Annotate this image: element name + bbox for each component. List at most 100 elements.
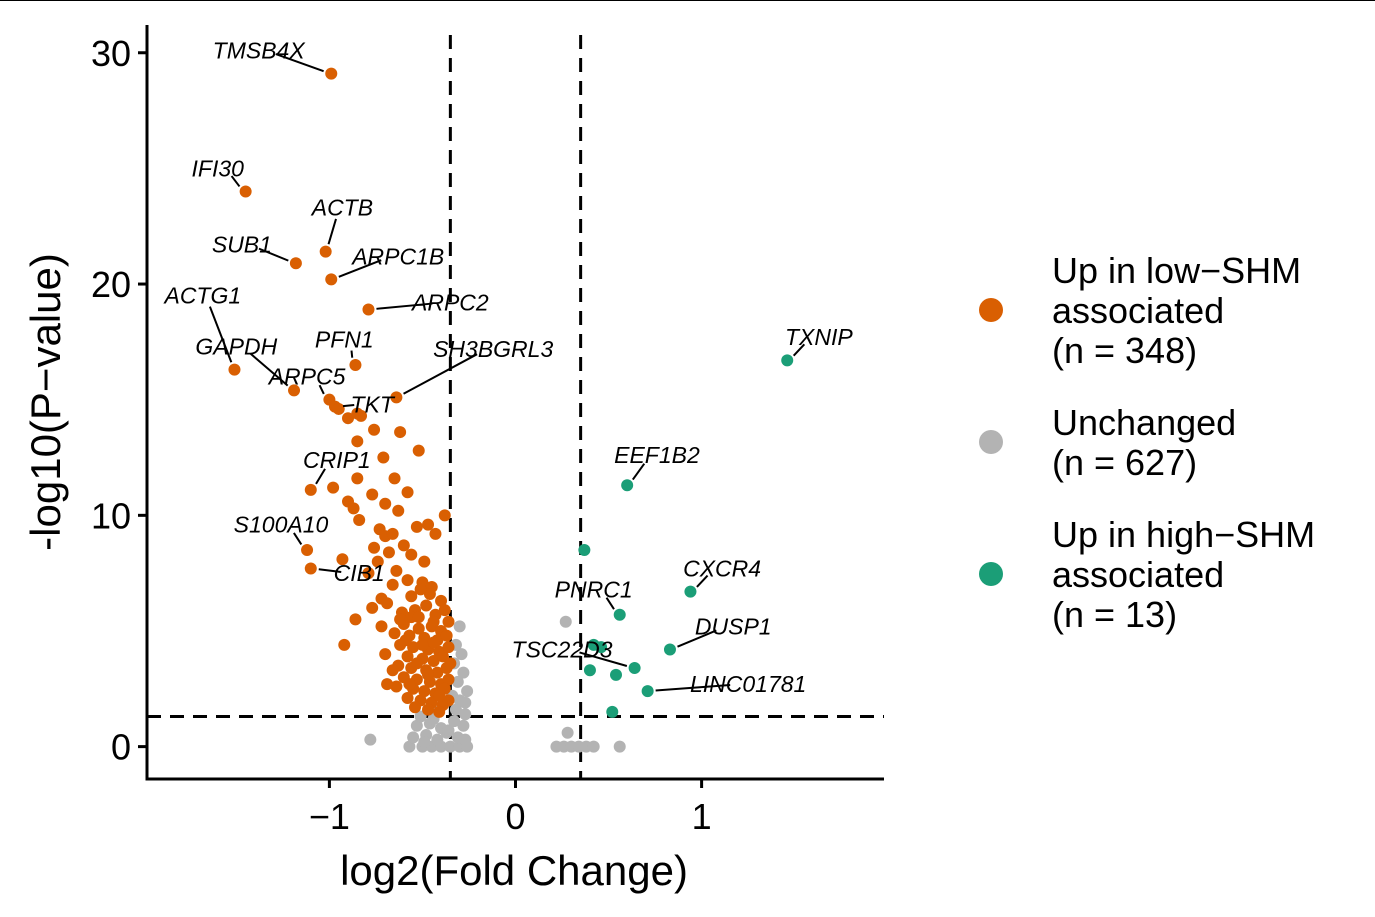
point-low xyxy=(423,587,436,600)
label-leader-line xyxy=(605,597,615,610)
gene-label: IFI30 xyxy=(192,155,245,181)
point-unchanged xyxy=(444,740,457,753)
point-low xyxy=(431,666,444,679)
label-leader-line xyxy=(376,302,433,310)
point-low xyxy=(388,472,401,485)
point-high xyxy=(606,705,619,718)
point-low xyxy=(405,548,418,561)
point-low xyxy=(228,363,241,376)
gene-label: ARPC5 xyxy=(267,364,346,390)
label-leader-line xyxy=(631,463,646,481)
point-low xyxy=(390,391,403,404)
point-low xyxy=(433,689,446,702)
label-leader-line xyxy=(579,651,628,667)
point-low xyxy=(379,648,392,661)
legend-label: Up in low−SHM xyxy=(1052,250,1301,291)
legend-key-unchanged xyxy=(979,430,1003,454)
point-low xyxy=(349,358,362,371)
label-leader-line xyxy=(792,343,806,357)
point-low xyxy=(366,601,379,614)
point-low xyxy=(403,678,416,691)
point-low xyxy=(347,502,360,515)
point-high xyxy=(610,668,622,681)
gene-label: TMSB4X xyxy=(213,37,307,63)
label-leader-line xyxy=(208,306,233,363)
point-low xyxy=(401,692,414,705)
point-low xyxy=(394,613,407,626)
threshold-lines xyxy=(147,35,884,779)
label-leader-line xyxy=(696,574,709,588)
label-leader-line xyxy=(275,53,324,73)
gene-label: LINC01781 xyxy=(690,671,806,697)
x-tick-label: −1 xyxy=(309,796,350,837)
point-low xyxy=(414,583,427,596)
point-unchanged xyxy=(449,703,462,716)
point-unchanged xyxy=(431,733,444,746)
gene-label: EEF1B2 xyxy=(614,442,700,468)
point-low xyxy=(386,664,399,677)
point-low xyxy=(418,685,431,698)
point-low xyxy=(379,497,392,510)
point-unchanged xyxy=(461,685,474,698)
point-low xyxy=(392,504,405,517)
x-tick-label: 0 xyxy=(505,796,525,837)
point-low xyxy=(338,638,351,651)
legend-label: (n = 627) xyxy=(1052,442,1197,483)
gene-label: TKT xyxy=(350,391,395,417)
point-low xyxy=(381,678,394,691)
label-leader-line xyxy=(403,353,478,395)
point-low xyxy=(375,620,388,633)
label-leader-line xyxy=(318,384,325,395)
point-unchanged xyxy=(403,740,416,753)
point-low xyxy=(397,539,410,552)
point-low xyxy=(362,303,375,316)
point-low xyxy=(429,527,442,540)
gene-label: ARPC2 xyxy=(410,290,489,316)
point-low xyxy=(325,273,338,286)
legend-label: Unchanged xyxy=(1052,402,1236,443)
gene-label: S100A10 xyxy=(234,512,329,538)
point-high xyxy=(684,585,697,598)
point-low xyxy=(418,555,431,568)
gene-label: SH3BGRL3 xyxy=(433,336,553,362)
point-low xyxy=(440,629,453,642)
point-unchanged xyxy=(613,740,626,753)
gene-label: TSC22D3 xyxy=(512,636,613,662)
point-low xyxy=(427,655,440,668)
gene-label: PFN1 xyxy=(315,327,374,353)
point-low xyxy=(353,513,366,526)
x-tick-label: 1 xyxy=(692,796,712,837)
label-leader-line xyxy=(342,404,355,408)
label-leader-line xyxy=(258,247,289,262)
point-low xyxy=(442,694,455,707)
point-low xyxy=(368,541,381,554)
point-low xyxy=(399,634,412,647)
y-axis-title: -log10(P−value) xyxy=(22,253,69,551)
point-low xyxy=(416,638,429,651)
point-unchanged xyxy=(457,666,470,679)
legend-label: associated xyxy=(1052,554,1224,595)
point-low xyxy=(332,402,345,415)
gene-label: SUB1 xyxy=(212,232,272,258)
point-low xyxy=(382,546,395,559)
point-low xyxy=(420,599,433,612)
point-low xyxy=(304,562,317,575)
gene-label: TXNIP xyxy=(785,324,853,350)
point-low xyxy=(289,257,302,270)
point-unchanged xyxy=(442,724,455,737)
label-leader-line xyxy=(327,218,337,245)
point-low xyxy=(351,472,364,485)
point-high xyxy=(641,685,654,698)
point-unchanged xyxy=(407,731,420,744)
label-leader-line xyxy=(315,468,326,485)
point-low xyxy=(422,518,435,531)
point-low xyxy=(336,553,349,566)
gene-label: CRIP1 xyxy=(303,447,371,473)
legend-item-unchanged: Unchanged(n = 627) xyxy=(979,402,1236,483)
point-low xyxy=(288,384,301,397)
point-low xyxy=(401,650,414,663)
point-low xyxy=(427,636,440,649)
label-leader-line xyxy=(677,629,717,648)
point-low xyxy=(442,641,455,654)
